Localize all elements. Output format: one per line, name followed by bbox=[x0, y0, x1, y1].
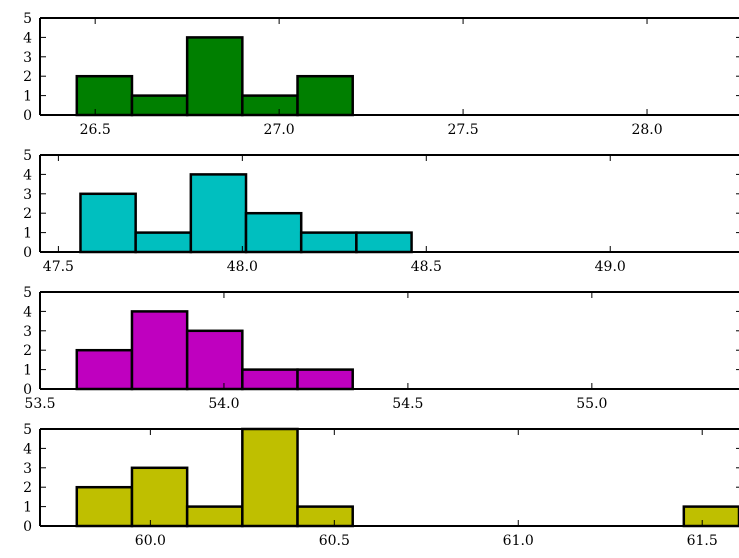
histogram-panel-1: 26.5 27.0 27.5 28.0 0 1 2 3 4 5 bbox=[23, 11, 739, 138]
bar-4-6 bbox=[682, 505, 739, 528]
bar-1-3 bbox=[185, 36, 244, 117]
y-tick-label: 0 bbox=[23, 382, 32, 398]
x-tick-label: 61.0 bbox=[503, 533, 534, 549]
bar-1-1 bbox=[75, 74, 134, 117]
bar-4-3 bbox=[185, 505, 244, 528]
y-tick-label: 5 bbox=[23, 148, 32, 164]
bar-4-5 bbox=[296, 505, 354, 528]
y-tick-label: 2 bbox=[23, 343, 32, 359]
x-tick-label: 55.0 bbox=[576, 396, 607, 412]
y-tick-label: 3 bbox=[23, 461, 32, 477]
histogram-panel-4: 60.0 60.5 61.0 61.5 0 1 2 3 4 5 bbox=[23, 422, 739, 549]
y-tick-label: 2 bbox=[23, 69, 32, 85]
bar-2-2 bbox=[134, 231, 193, 254]
y-tick-label: 5 bbox=[23, 285, 32, 301]
bar-2-4 bbox=[244, 211, 303, 254]
bar-3-2 bbox=[130, 310, 189, 391]
x-tick-label: 49.0 bbox=[595, 259, 626, 275]
y-tick-label: 0 bbox=[23, 108, 32, 124]
y-tick-label: 5 bbox=[23, 11, 32, 27]
bar-3-3 bbox=[185, 329, 244, 391]
x-tick-label: 48.5 bbox=[411, 259, 442, 275]
x-tick-label: 27.0 bbox=[264, 122, 295, 138]
bar-4-1 bbox=[75, 485, 134, 528]
bar-4-2 bbox=[130, 466, 189, 528]
x-tick-label: 54.0 bbox=[208, 396, 239, 412]
x-tick-label: 26.5 bbox=[80, 122, 111, 138]
y-tick-label: 4 bbox=[23, 304, 32, 320]
y-tick-label: 3 bbox=[23, 324, 32, 340]
x-tick-label: 54.5 bbox=[392, 396, 423, 412]
bar-2-5 bbox=[299, 231, 358, 254]
x-tick-label: 60.5 bbox=[319, 533, 350, 549]
x-tick-label: 47.5 bbox=[43, 259, 74, 275]
y-tick-label: 1 bbox=[23, 363, 32, 379]
y-tick-label: 5 bbox=[23, 422, 32, 438]
y-tick-label: 1 bbox=[23, 226, 32, 242]
bar-1-4 bbox=[241, 94, 299, 117]
bar-3-1 bbox=[75, 348, 134, 391]
histogram-panel-3: 53.5 54.0 54.5 55.0 0 1 2 3 4 5 bbox=[23, 285, 739, 412]
y-tick-label: 4 bbox=[23, 167, 32, 183]
x-tick-label: 61.5 bbox=[687, 533, 718, 549]
y-tick-label: 3 bbox=[23, 187, 32, 203]
y-tick-label: 4 bbox=[23, 441, 32, 457]
y-tick-label: 2 bbox=[23, 480, 32, 496]
x-tick-label: 28.0 bbox=[631, 122, 662, 138]
y-tick-label: 3 bbox=[23, 50, 32, 66]
x-tick-label: 27.5 bbox=[447, 122, 478, 138]
x-tick-label: 60.0 bbox=[135, 533, 166, 549]
bar-3-5 bbox=[296, 368, 354, 391]
bar-4-4 bbox=[241, 427, 299, 528]
y-tick-label: 4 bbox=[23, 30, 32, 46]
bar-2-1 bbox=[79, 192, 137, 254]
y-tick-label: 1 bbox=[23, 89, 32, 105]
bar-2-3 bbox=[189, 173, 248, 254]
histogram-panel-2: 47.5 48.0 48.5 49.0 0 1 2 3 4 5 bbox=[23, 148, 739, 275]
y-tick-label: 2 bbox=[23, 206, 32, 222]
y-tick-label: 1 bbox=[23, 500, 32, 516]
bar-1-2 bbox=[130, 94, 189, 117]
x-tick-label: 48.0 bbox=[227, 259, 258, 275]
y-tick-label: 0 bbox=[23, 519, 32, 535]
y-tick-label: 0 bbox=[23, 245, 32, 261]
bar-2-6 bbox=[355, 231, 413, 254]
bar-1-5 bbox=[296, 74, 354, 117]
x-tick-label: 53.5 bbox=[24, 396, 55, 412]
bar-3-4 bbox=[241, 368, 299, 391]
